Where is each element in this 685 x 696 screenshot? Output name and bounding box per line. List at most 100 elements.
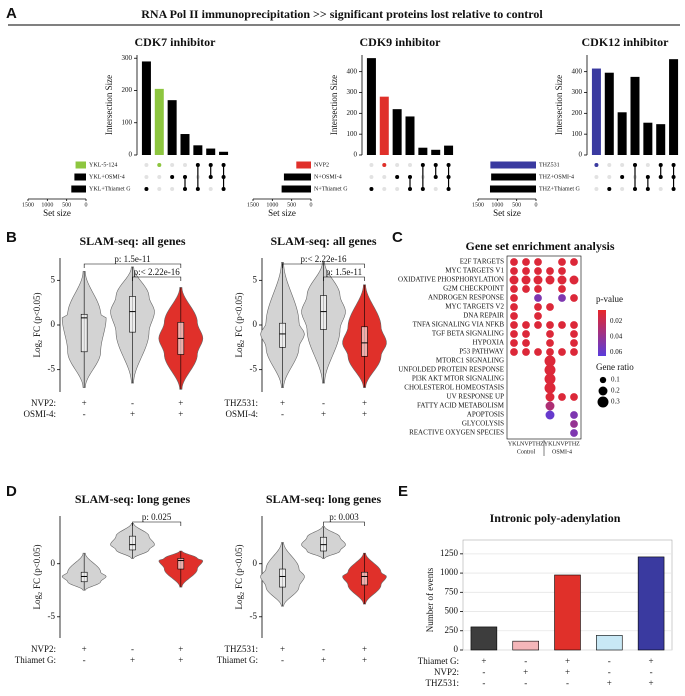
size-key-label: 0.1 — [611, 376, 620, 384]
intersection-bar — [591, 68, 601, 155]
condition-sign: + — [280, 644, 285, 654]
set-size-bar — [74, 173, 86, 181]
x-tick-label: 500 — [512, 202, 521, 208]
y-label-part: Log — [32, 595, 42, 610]
intersection-bar — [206, 148, 216, 155]
enrichment-dot — [570, 294, 578, 302]
comparison-label: p:< 2.22e-16 — [134, 267, 181, 277]
enrichment-dot — [522, 348, 530, 356]
row-label: P53 PATHWAY — [459, 348, 504, 356]
intersection-bar — [193, 145, 203, 155]
x-axis-label: Set size — [268, 208, 296, 218]
y-tick-label: -5 — [250, 611, 258, 621]
y-axis-label: Intersection Size — [329, 75, 339, 135]
y-tick-label: 200 — [122, 86, 133, 94]
chart-title: Intronic poly-adenylation — [490, 511, 621, 525]
group-label: OSMI-4 — [552, 449, 572, 455]
x-axis-label: Set size — [493, 208, 521, 218]
y-tick-label: 0 — [129, 151, 133, 159]
legend-title: Gene ratio — [596, 362, 634, 372]
condition-sign: + — [82, 398, 87, 408]
matrix-dot — [446, 175, 451, 179]
enrichment-dot — [522, 321, 530, 329]
set-size-bar — [283, 173, 311, 181]
colorbar-label: 0.02 — [610, 317, 623, 325]
y-tick-label: 0 — [579, 151, 583, 159]
enrichment-dot — [534, 321, 542, 329]
colorbar — [598, 310, 606, 356]
row-label: TNFA SIGNALING VIA NFKB — [413, 321, 505, 329]
row-label: DNA REPAIR — [463, 312, 504, 320]
condition-name: Thiamet G: — [15, 655, 56, 665]
matrix-dot — [221, 175, 226, 179]
y-label-sub: 2 — [240, 340, 246, 343]
matrix-dot — [408, 187, 412, 191]
y-tick-label: 300 — [572, 88, 583, 96]
enrichment-dot — [544, 382, 556, 394]
enrichment-dot — [558, 258, 566, 266]
condition-sign: + — [362, 398, 367, 408]
y-tick-label: 100 — [347, 130, 358, 138]
y-tick-label: 100 — [122, 118, 133, 126]
enrichment-dot — [558, 294, 566, 302]
x-tick-label: 0 — [85, 202, 88, 208]
panel-label: E — [398, 483, 408, 500]
row-label: OXIDATIVE PHOSPHORYLATION — [398, 276, 504, 284]
enrichment-dot — [534, 303, 542, 311]
y-tick-label: 1000 — [440, 567, 459, 577]
enrichment-dot — [570, 420, 578, 428]
intersection-bar — [405, 116, 415, 155]
set-label: YKL+Thiamet G — [89, 186, 131, 192]
x-tick-label: 1000 — [41, 202, 53, 208]
intersection-bar — [604, 72, 614, 155]
enrichment-dot — [544, 364, 556, 376]
condition-sign: - — [83, 409, 86, 419]
y-tick-label: 250 — [445, 625, 459, 635]
matrix-dot — [420, 163, 425, 167]
set-label: N+OSMI-4 — [314, 174, 342, 180]
box — [80, 313, 88, 353]
set-label: THZ+Thiamet G — [539, 186, 581, 192]
size-key-label: 0.3 — [611, 398, 620, 406]
chart-title: SLAM-seq: long genes — [266, 492, 382, 506]
matrix-dot — [658, 163, 663, 167]
condition-sign: - — [566, 678, 569, 688]
enrichment-dot — [510, 267, 518, 275]
size-key — [598, 386, 608, 396]
set-label: THZ+OSMI-4 — [539, 174, 574, 180]
bar — [470, 626, 498, 651]
enrichment-dot — [522, 285, 530, 293]
column-label: THZ — [532, 441, 544, 447]
column-label: THZ — [568, 441, 580, 447]
condition-sign: + — [362, 409, 367, 419]
enrichment-dot — [558, 267, 566, 275]
condition-sign: + — [130, 655, 135, 665]
matrix-dot — [157, 163, 162, 167]
condition-sign: + — [565, 656, 570, 666]
enrichment-dot — [522, 339, 530, 347]
enrichment-dot — [545, 275, 555, 285]
condition-sign: - — [482, 678, 485, 688]
group-label: Control — [517, 449, 536, 455]
enrichment-dot — [545, 392, 555, 402]
y-axis-label: Log2 FC (p<0.05) — [32, 544, 44, 609]
intersection-bar — [366, 58, 376, 155]
condition-sign: - — [281, 655, 284, 665]
matrix-dot — [645, 187, 650, 191]
chart-title: CDK9 inhibitor — [359, 35, 441, 49]
matrix-dot — [144, 187, 149, 191]
set-size-bar — [491, 173, 536, 181]
size-key — [599, 376, 607, 384]
row-label: MTORC1 SIGNALING — [436, 357, 504, 365]
y-label-part: FC (p<0.05) — [234, 292, 244, 337]
enrichment-dot — [570, 339, 578, 347]
matrix-empty-dot — [594, 175, 599, 179]
chart-title: CDK12 inhibitor — [581, 35, 669, 49]
y-tick-label: 5 — [253, 274, 258, 284]
matrix-dot — [607, 187, 612, 191]
comparison-label: p: 1.5e-11 — [326, 267, 362, 277]
enrichment-dot — [570, 411, 578, 419]
comparison-label: p: 1.5e-11 — [114, 254, 150, 264]
bar — [637, 556, 665, 651]
condition-name: THZ531: — [225, 398, 259, 408]
